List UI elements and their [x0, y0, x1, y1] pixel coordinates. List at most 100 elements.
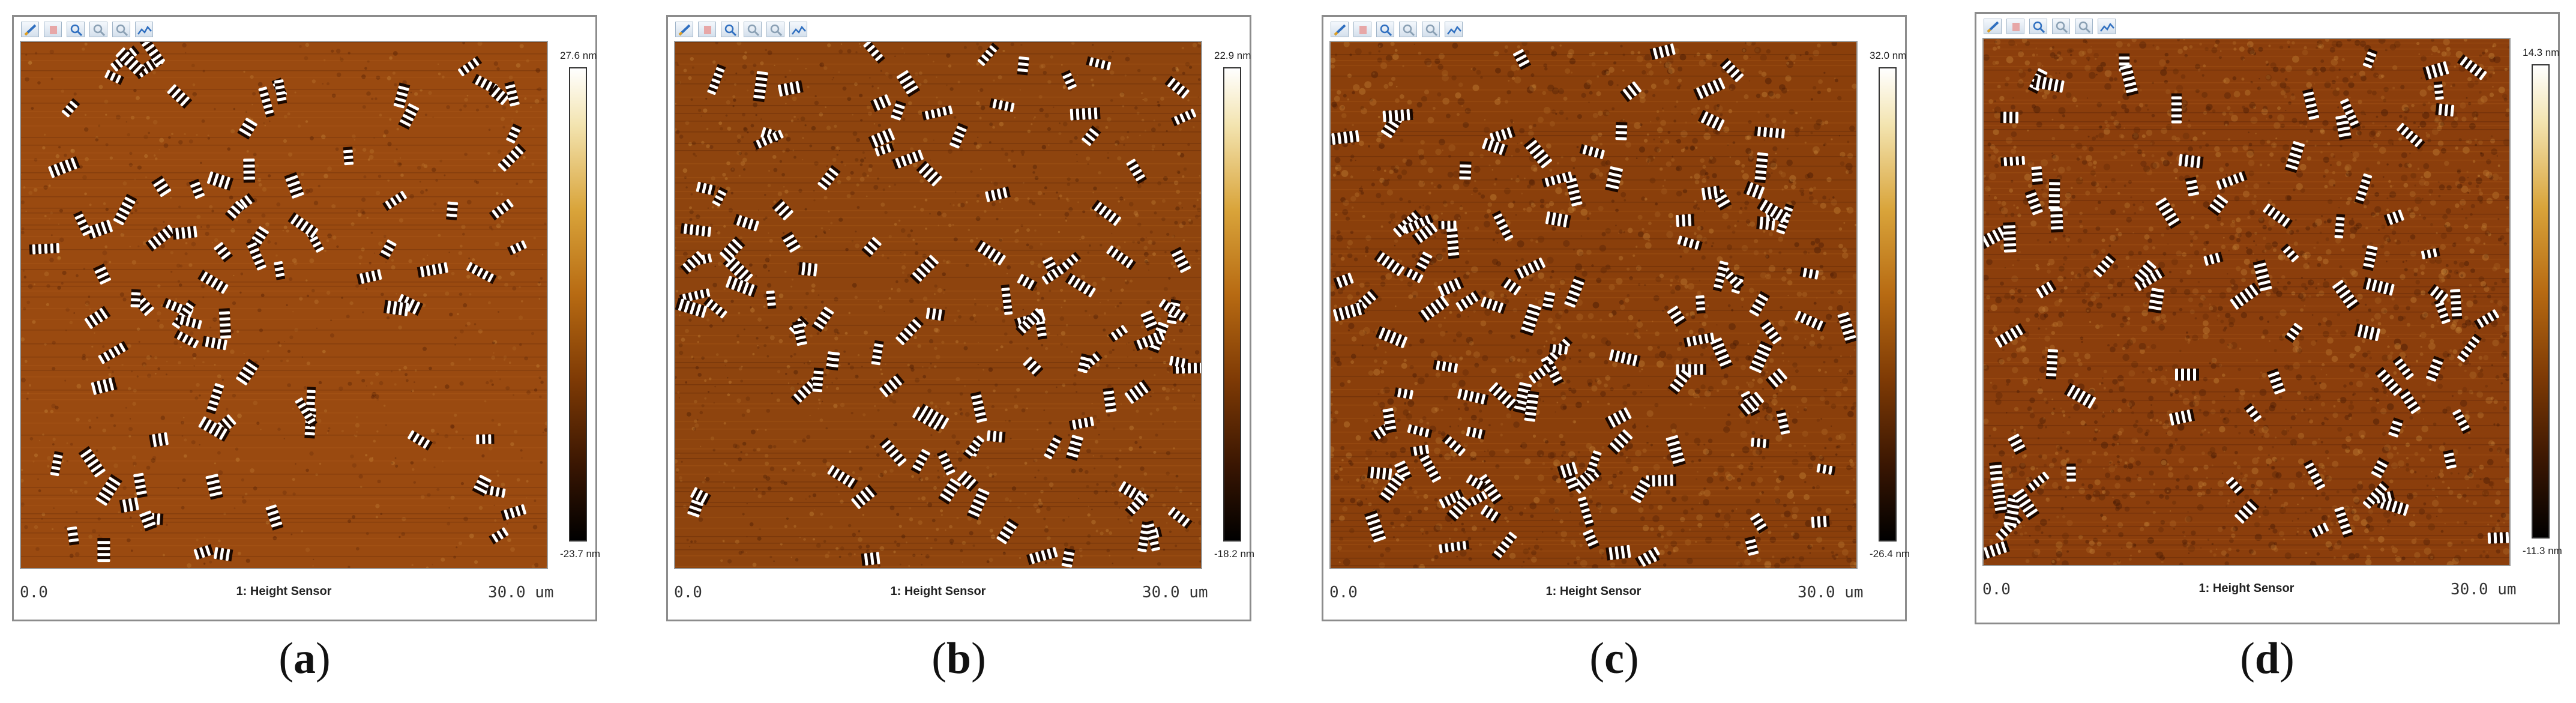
particle [870, 94, 891, 112]
particle [224, 201, 245, 222]
color-scale-bar [1879, 67, 1897, 542]
profile-icon[interactable] [1445, 22, 1463, 37]
zoom-in-icon[interactable] [89, 22, 107, 37]
particle [1683, 333, 1715, 348]
zoom-icon[interactable] [2029, 19, 2047, 34]
particle [1750, 513, 1769, 534]
particle [1564, 276, 1586, 308]
particle [1738, 391, 1765, 417]
height-image[interactable] [1329, 41, 1858, 569]
particle [1158, 299, 1189, 324]
particle [1375, 326, 1407, 348]
profile-icon[interactable] [2098, 19, 2116, 34]
particle [1061, 70, 1077, 90]
particle [1649, 43, 1676, 61]
particle [1523, 137, 1552, 169]
particle [1816, 463, 1836, 475]
scale-max-label: 22.9 nm [1214, 50, 1251, 61]
eraser-icon[interactable] [44, 22, 62, 37]
particle [1984, 540, 2010, 561]
particle [458, 56, 483, 76]
eraser-icon[interactable] [2006, 19, 2024, 34]
particle [489, 199, 514, 221]
pencil-icon[interactable] [1331, 22, 1349, 37]
particle [868, 128, 895, 149]
particle [1754, 152, 1769, 184]
particle [966, 488, 990, 520]
particle [274, 79, 287, 104]
particle [680, 251, 705, 275]
particle [1168, 507, 1193, 530]
particle [2066, 463, 2076, 482]
height-image[interactable] [1982, 38, 2511, 566]
scale-max-label: 32.0 nm [1870, 50, 1907, 61]
zoom-out-icon[interactable] [1422, 22, 1440, 37]
particle [1140, 310, 1159, 331]
zoom-in-icon[interactable] [744, 22, 762, 37]
particle [1604, 407, 1632, 430]
particle [1068, 416, 1094, 430]
particle [417, 262, 448, 278]
zoom-out-icon[interactable] [766, 22, 784, 37]
particle [1041, 264, 1067, 285]
particle [393, 82, 411, 109]
particle [1364, 510, 1386, 543]
particle [2266, 368, 2286, 394]
particle [489, 527, 509, 545]
particle [1776, 203, 1795, 235]
particle [2155, 198, 2182, 229]
panel-caption-d: (d) [2240, 634, 2295, 683]
particle [936, 450, 955, 475]
particle [1394, 387, 1413, 400]
particle [1811, 515, 1830, 528]
particle [198, 416, 230, 442]
particle [2093, 253, 2117, 277]
particle [1467, 491, 1488, 507]
particle [1701, 186, 1721, 201]
particle [383, 300, 409, 316]
particle [1776, 409, 1790, 435]
zoom-in-icon[interactable] [2052, 19, 2070, 34]
zoom-icon[interactable] [67, 22, 85, 37]
particle [1103, 387, 1117, 413]
particle [817, 164, 841, 190]
particle [1488, 382, 1518, 411]
particle [2435, 103, 2455, 117]
particle [863, 42, 885, 64]
zoom-icon[interactable] [721, 22, 739, 37]
particle [1418, 295, 1449, 323]
particle [2234, 498, 2260, 524]
particle [1541, 171, 1573, 188]
particle [1529, 361, 1553, 384]
particle [970, 391, 987, 423]
height-image[interactable] [20, 41, 548, 569]
particle [2120, 64, 2139, 97]
zoom-out-icon[interactable] [2075, 19, 2093, 34]
pencil-icon[interactable] [21, 22, 39, 37]
particle [2302, 88, 2320, 120]
particle [781, 231, 801, 253]
pencil-icon[interactable] [1984, 19, 2002, 34]
particle [921, 105, 953, 121]
height-image[interactable] [674, 41, 1202, 569]
eraser-icon[interactable] [698, 22, 716, 37]
channel-label: 1: Height Sensor [236, 585, 332, 598]
particle [2280, 243, 2299, 262]
eraser-icon[interactable] [1353, 22, 1371, 37]
particle [874, 142, 895, 157]
particle [130, 289, 141, 308]
particle [188, 178, 205, 199]
zoom-out-icon[interactable] [112, 22, 130, 37]
profile-icon[interactable] [789, 22, 807, 37]
zoom-in-icon[interactable] [1399, 22, 1417, 37]
afm-panel-d: 14.3 nm -11.3 nm 0.0 1: Height Sensor 30… [1975, 12, 2562, 624]
particle [2426, 355, 2445, 382]
particle [2263, 204, 2293, 229]
scale-min-label: -23.7 nm [560, 548, 601, 560]
particle [1607, 429, 1633, 455]
particle [2147, 288, 2165, 314]
particle [284, 172, 304, 199]
zoom-icon[interactable] [1376, 22, 1394, 37]
profile-icon[interactable] [135, 22, 153, 37]
pencil-icon[interactable] [675, 22, 693, 37]
